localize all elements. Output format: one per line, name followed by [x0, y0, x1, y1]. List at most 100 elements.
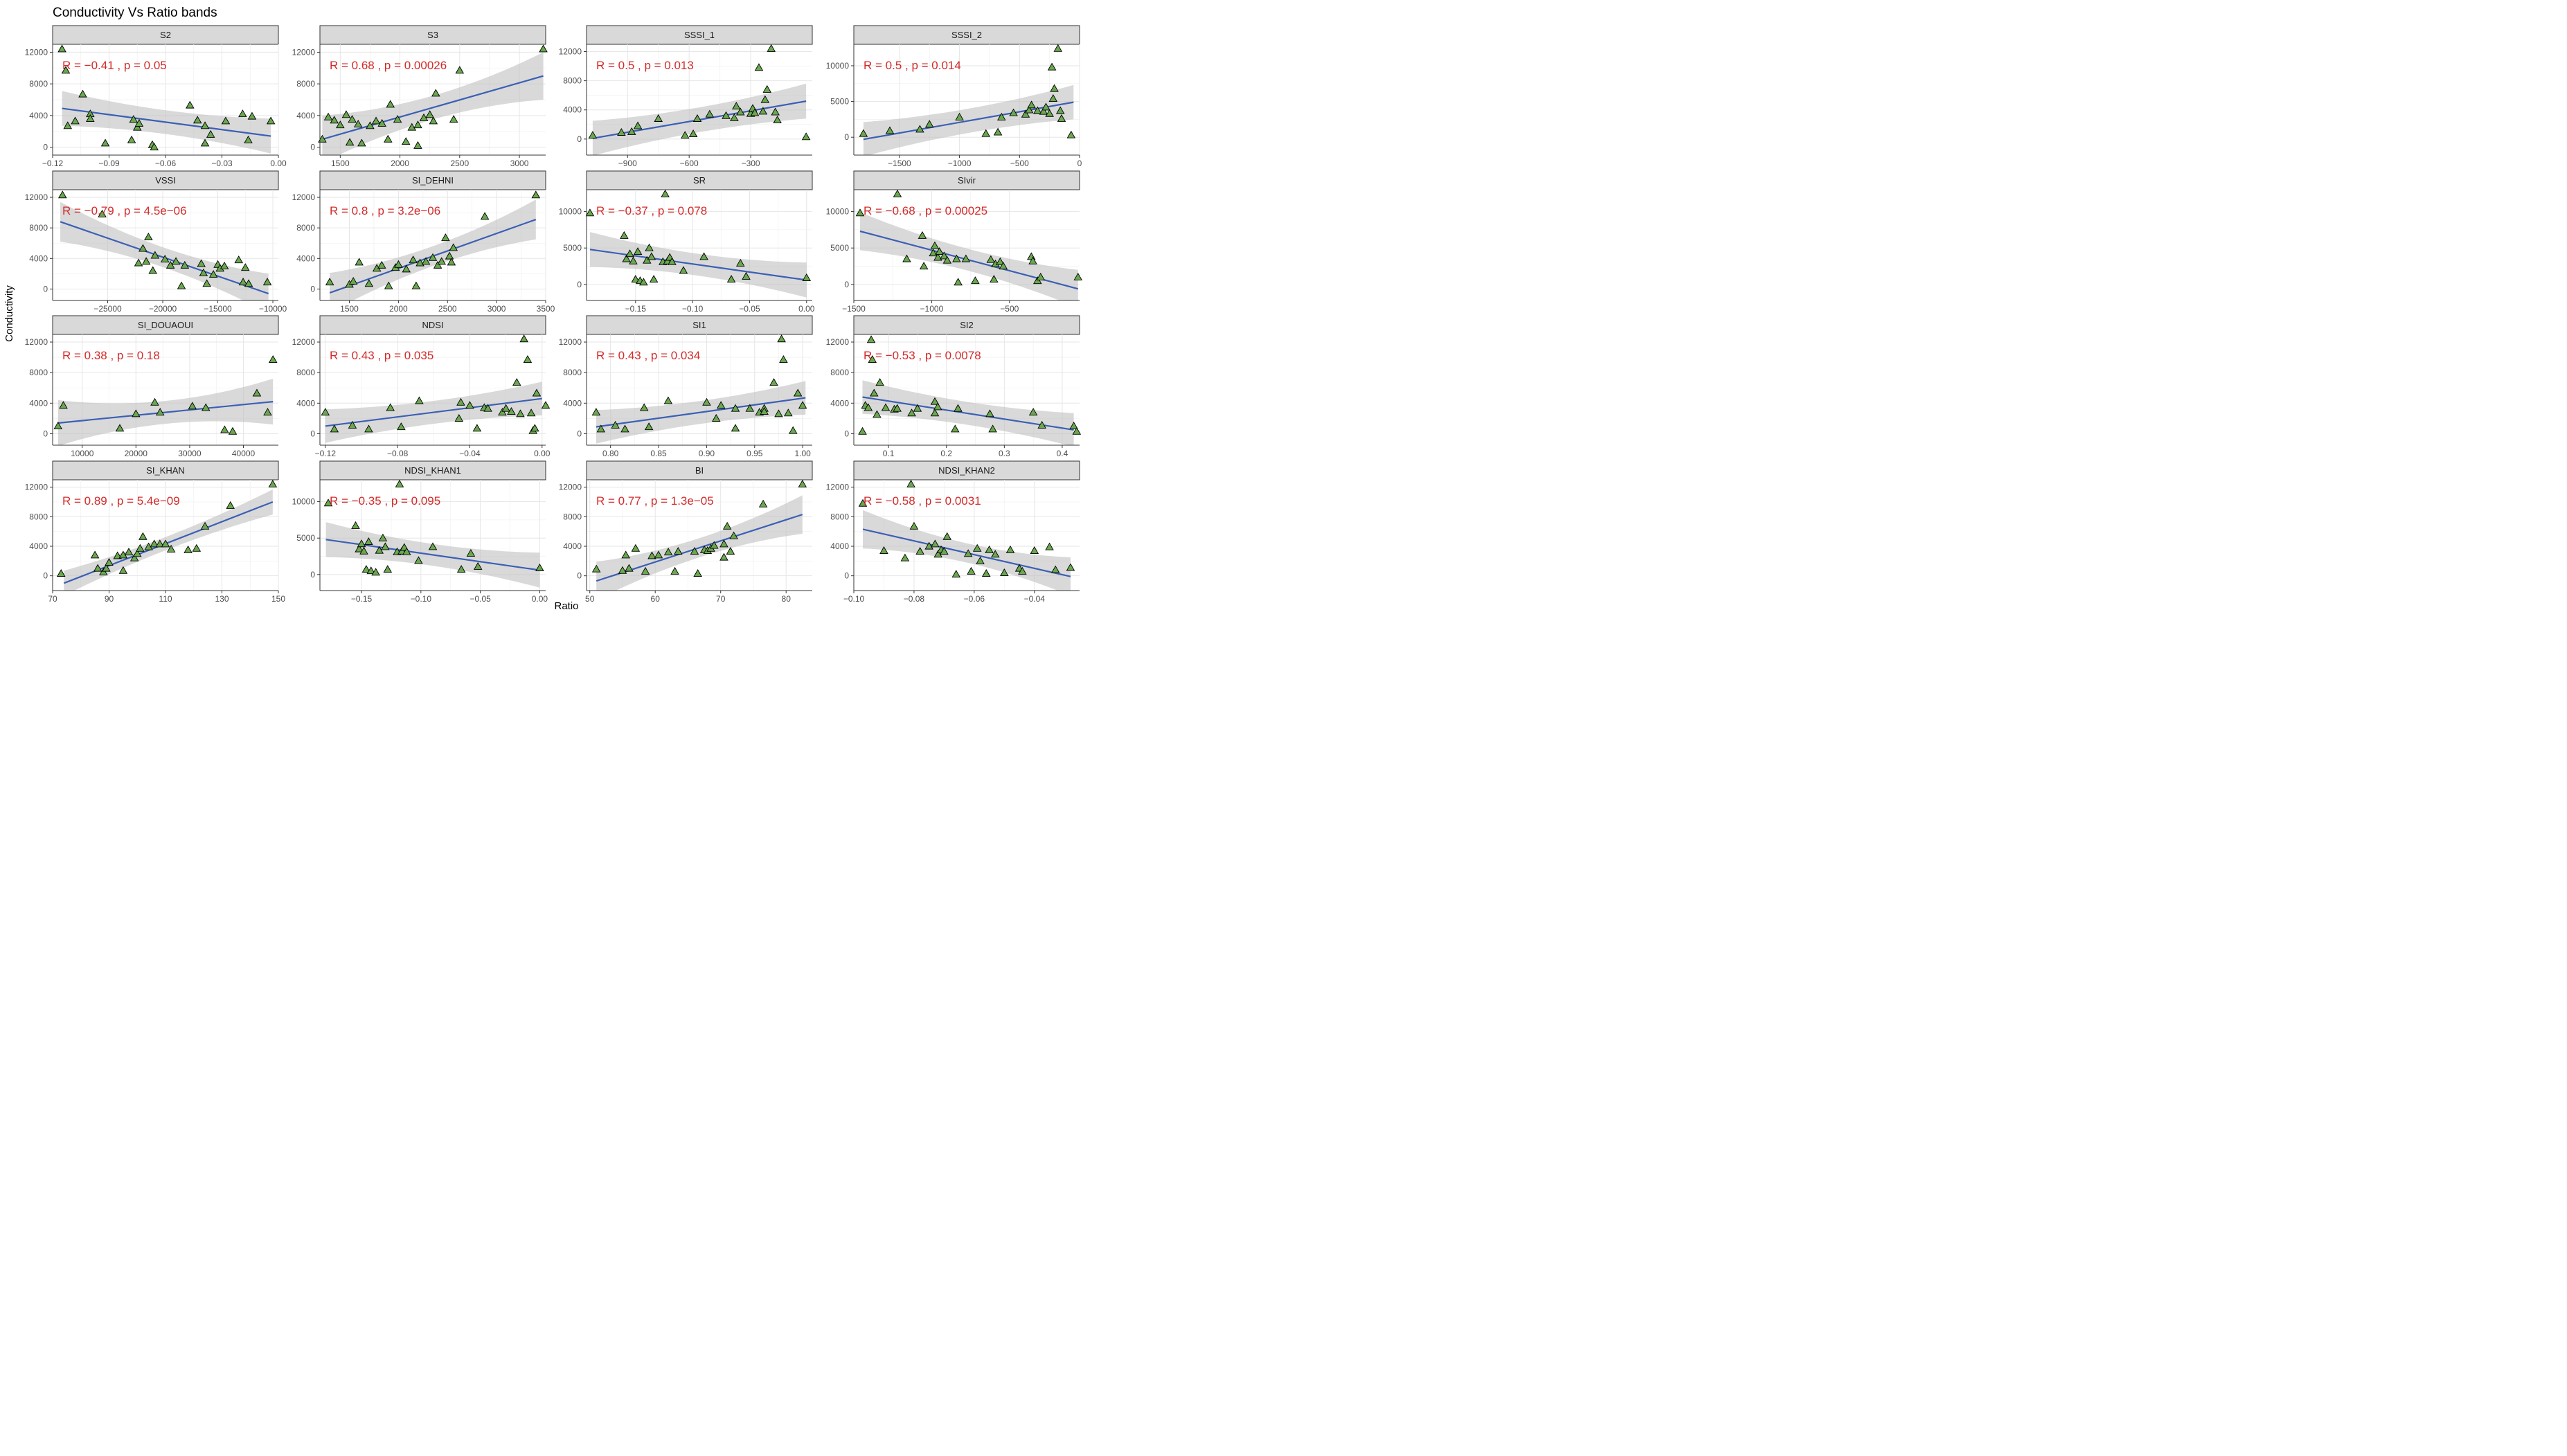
panel-strip-label: SI_DEHNI	[412, 175, 454, 186]
y-tick-label: 4000	[29, 398, 48, 408]
x-tick-label: 0.1	[883, 449, 895, 458]
y-tick-label: 0	[844, 571, 849, 581]
data-point	[961, 254, 971, 262]
y-tick-label: 0	[577, 429, 582, 438]
data-point	[971, 276, 980, 285]
data-point	[802, 273, 812, 281]
y-tick-label: 0	[43, 429, 48, 438]
panel-s2: S2 −0.12 −0.09 −0.06 −0.03 0.00 0 4000 8000 12000…	[25, 25, 287, 168]
data-point	[688, 129, 698, 138]
data-point	[115, 424, 125, 432]
data-point	[364, 424, 373, 433]
y-tick-label: 0	[310, 143, 315, 152]
data-point	[777, 334, 786, 343]
data-point	[353, 120, 363, 128]
x-tick-label: 1500	[331, 159, 350, 168]
data-point	[366, 566, 376, 575]
data-point	[197, 259, 206, 267]
x-tick-label: −0.12	[42, 159, 64, 168]
data-point	[1000, 568, 1009, 576]
x-tick-label: −0.05	[739, 304, 760, 314]
data-point	[858, 498, 868, 507]
panel-sssi-2: SSSI_2 −1500 −1000 −500 0 0 5000 10000 R = 0.5 ,…	[826, 25, 1082, 168]
data-point	[981, 569, 991, 577]
data-point	[716, 401, 726, 409]
data-point	[180, 260, 190, 269]
data-point	[951, 424, 960, 433]
data-point	[516, 409, 525, 417]
data-point	[940, 547, 949, 555]
y-tick-label: 10000	[559, 207, 582, 217]
panel-strip-label: SI2	[960, 320, 974, 330]
y-tick-label: 12000	[292, 192, 316, 202]
y-tick-label: 5000	[830, 97, 849, 107]
data-point	[699, 252, 708, 260]
data-point	[184, 545, 193, 553]
x-tick-label: 0.80	[602, 449, 619, 458]
panel-ndsi-khan1: NDSI_KHAN1 −0.15 −0.10 −0.05 0.00 0 5000 10000 R…	[292, 460, 548, 604]
data-point	[625, 564, 634, 572]
data-point	[364, 279, 374, 287]
x-tick-label: −0.03	[211, 159, 233, 168]
x-tick-label: −0.06	[964, 594, 985, 604]
data-point	[645, 243, 654, 251]
panel-strip-label: S3	[427, 30, 438, 40]
y-tick-label: 10000	[826, 61, 850, 71]
data-point	[705, 109, 715, 118]
data-point	[200, 521, 210, 530]
data-point	[1041, 102, 1050, 111]
data-point	[702, 397, 711, 406]
data-point	[1066, 130, 1076, 138]
data-point	[784, 408, 793, 417]
panel-plot-area	[62, 91, 271, 154]
data-point	[692, 114, 702, 122]
data-point	[996, 257, 1005, 265]
data-point	[1050, 565, 1060, 573]
data-point	[620, 231, 629, 239]
x-tick-label: −0.10	[411, 594, 432, 604]
confidence-band	[64, 489, 273, 591]
x-tick-label: −10000	[259, 304, 287, 314]
trend-line	[57, 401, 274, 424]
y-tick-label: 8000	[563, 368, 582, 377]
data-point	[386, 403, 395, 411]
data-point	[859, 129, 868, 137]
y-tick-label: 10000	[826, 207, 850, 217]
y-tick-label: 4000	[296, 111, 315, 120]
data-point	[348, 420, 357, 429]
x-axis-label: Ratio	[554, 600, 578, 612]
data-point	[1028, 408, 1038, 416]
panel-sivir: SIvir −1500 −1000 −500 0 5000 10000 R = −0.68 ,…	[826, 170, 1083, 314]
x-tick-label: −1000	[948, 159, 972, 168]
data-point	[1024, 105, 1034, 114]
data-point	[220, 425, 229, 433]
data-point	[397, 546, 406, 555]
data-point	[238, 278, 248, 286]
x-tick-label: 80	[782, 594, 791, 604]
data-point	[726, 275, 736, 283]
data-point	[456, 565, 466, 573]
data-point	[384, 281, 393, 289]
data-point	[596, 424, 606, 433]
data-point	[875, 378, 884, 386]
data-point	[771, 107, 780, 116]
y-tick-label: 8000	[29, 79, 48, 89]
data-point	[425, 110, 434, 118]
data-point	[59, 401, 68, 409]
data-point	[620, 424, 629, 433]
panel-strip	[52, 315, 279, 335]
data-point	[155, 408, 165, 416]
data-point	[931, 539, 940, 548]
panel-plot-area	[589, 232, 807, 298]
data-point	[472, 424, 482, 432]
y-tick-label: 8000	[296, 368, 315, 377]
x-tick-label: −0.04	[1024, 594, 1046, 604]
y-tick-label: 5000	[296, 533, 315, 543]
data-point	[359, 546, 368, 555]
data-point	[118, 566, 128, 574]
x-tick-label: 0.00	[270, 159, 287, 168]
data-point	[71, 116, 80, 125]
y-tick-label: 0	[577, 134, 582, 144]
data-point	[428, 253, 438, 261]
data-point	[138, 244, 147, 252]
